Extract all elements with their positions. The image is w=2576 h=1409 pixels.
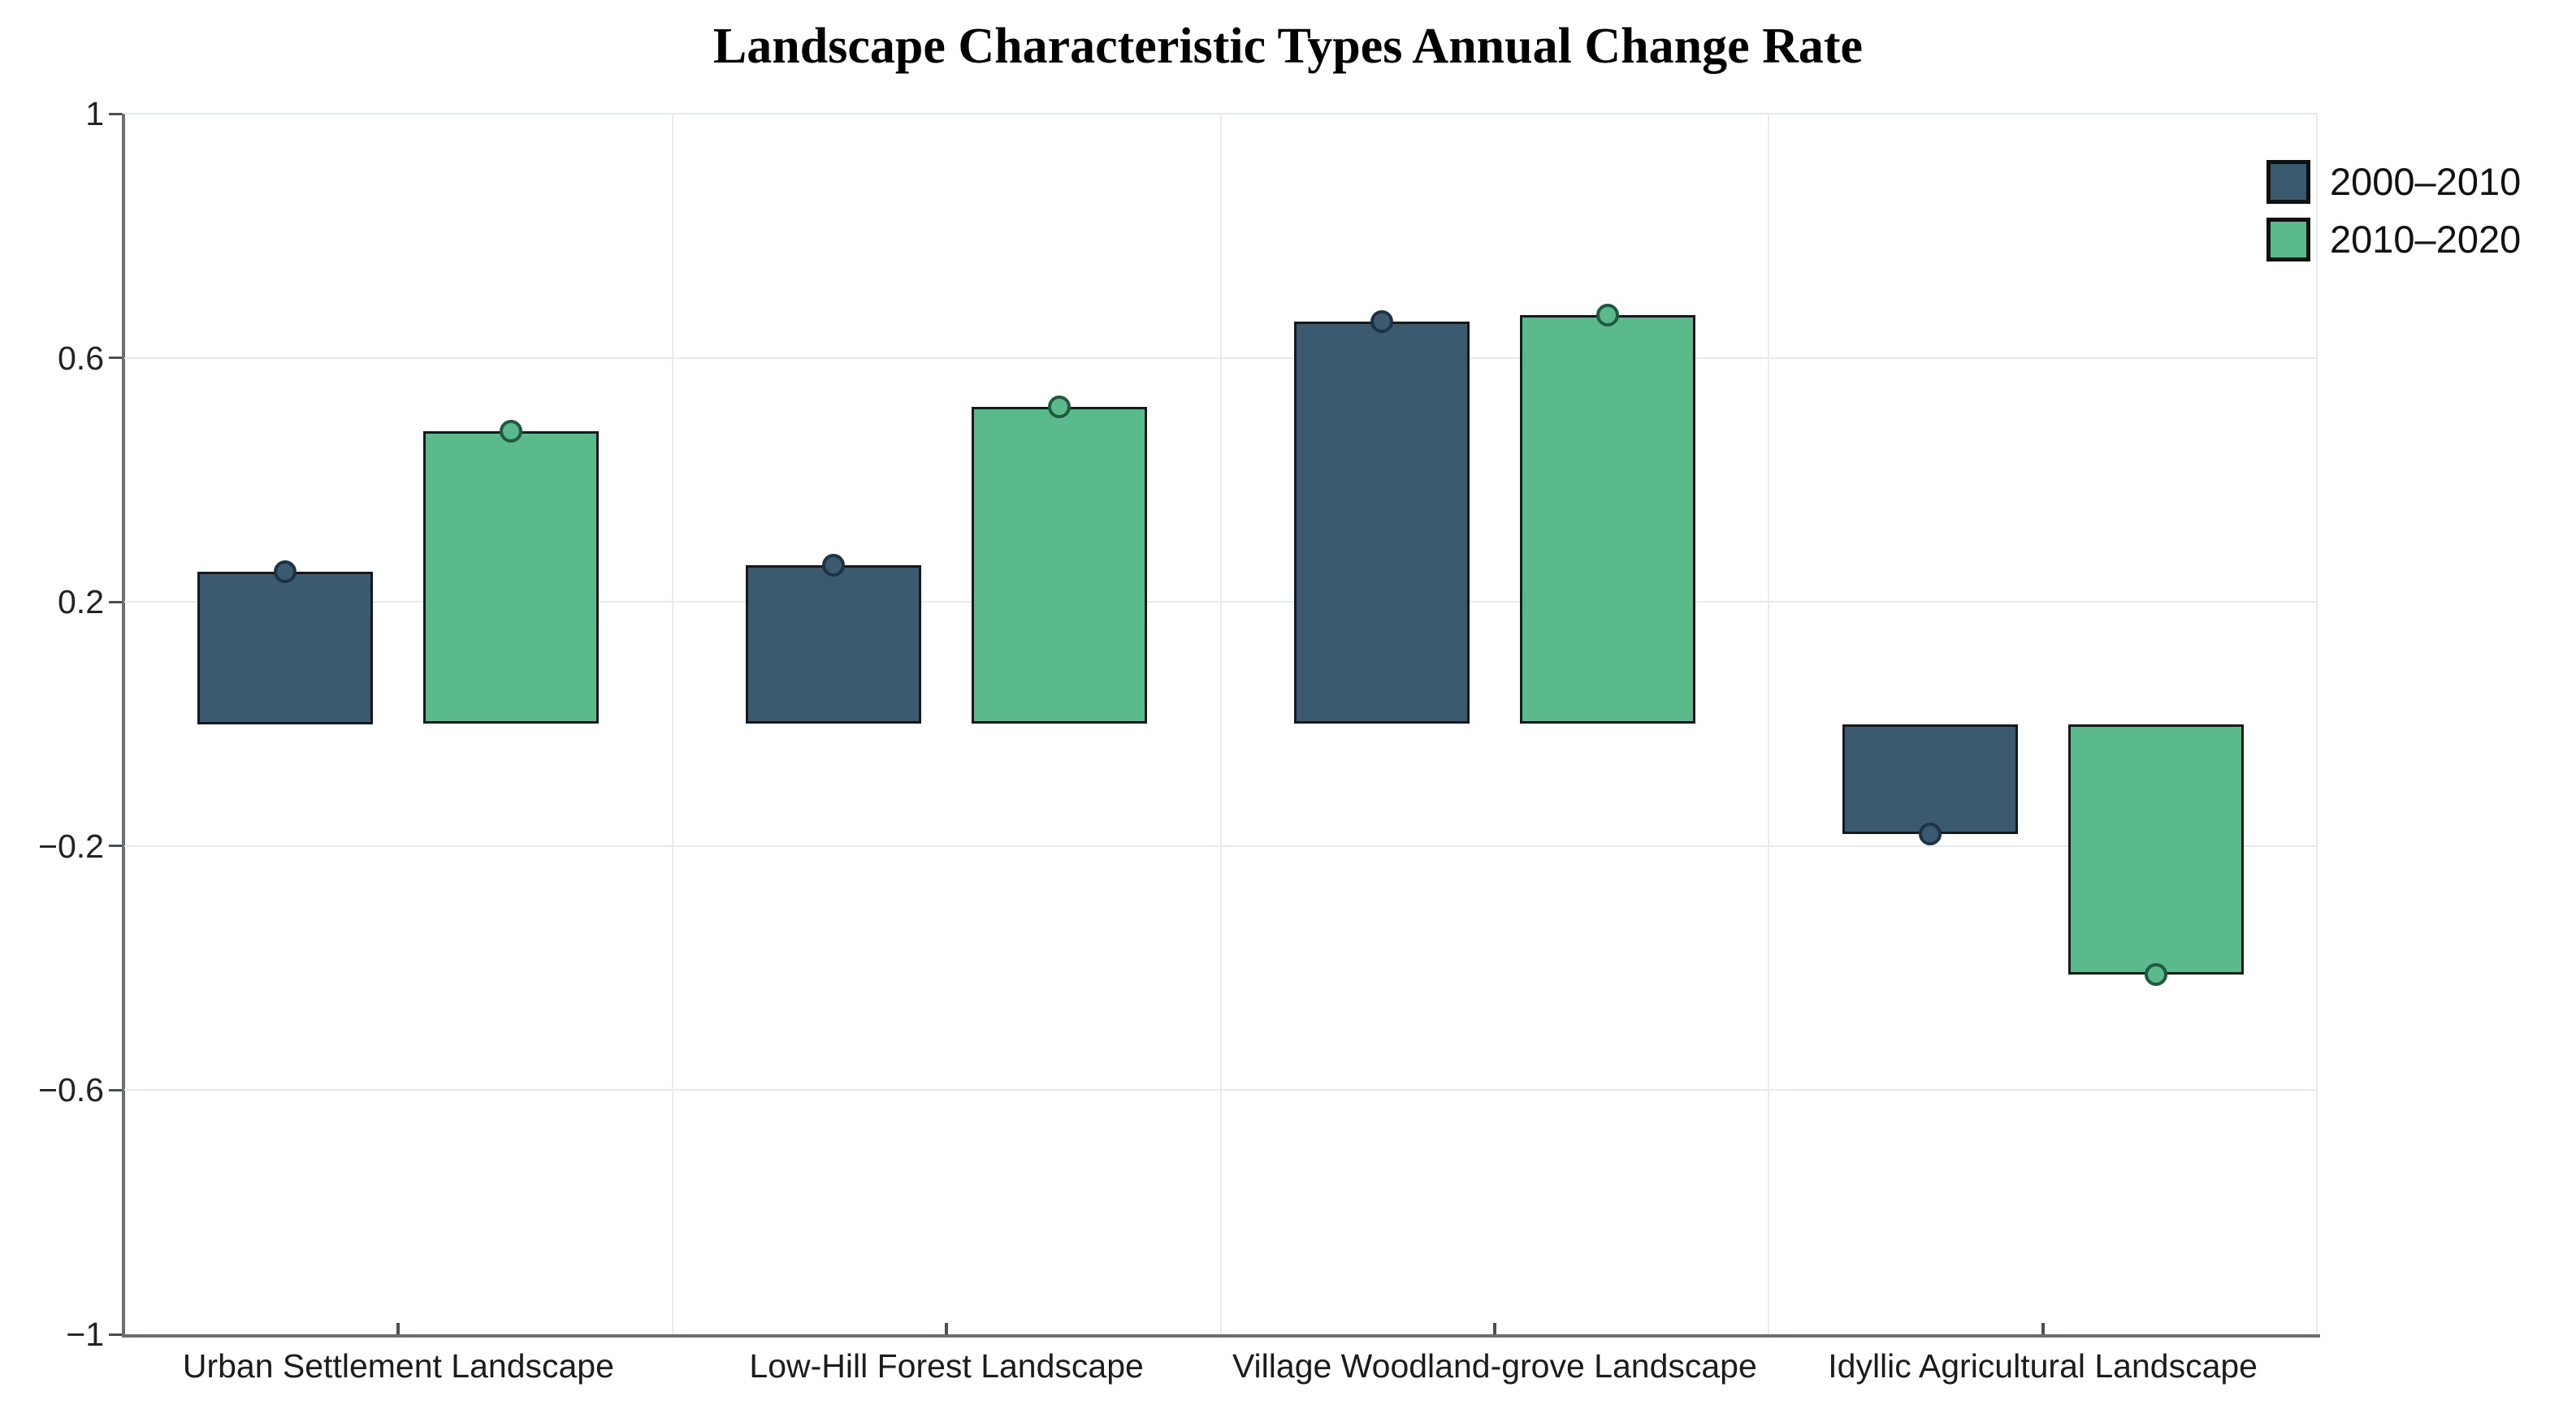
bar-marker bbox=[2144, 962, 2167, 986]
x-axis-label: Low-Hill Forest Landscape bbox=[749, 1347, 1144, 1385]
x-axis-tick bbox=[945, 1323, 949, 1334]
x-axis-tick bbox=[396, 1323, 400, 1334]
bar-2010-2020-cat0 bbox=[423, 430, 600, 724]
legend-item: 2000–2010 bbox=[2266, 159, 2521, 204]
x-axis-label: Village Woodland-grove Landscape bbox=[1232, 1347, 1757, 1385]
category-boundary-gridline bbox=[671, 114, 673, 1334]
bar-2000-2010-cat0 bbox=[197, 571, 374, 724]
y-axis-tick bbox=[109, 112, 122, 115]
bar-marker bbox=[500, 419, 523, 443]
y-axis-line bbox=[122, 114, 125, 1338]
legend-swatch-2010-2020 bbox=[2266, 217, 2310, 261]
x-axis-line bbox=[122, 1334, 2320, 1338]
bar-2000-2010-cat1 bbox=[746, 565, 922, 724]
bar-2000-2010-cat2 bbox=[1293, 321, 1470, 724]
y-axis-tick bbox=[109, 357, 122, 360]
bar-marker bbox=[822, 554, 846, 577]
bar-marker bbox=[1048, 395, 1072, 418]
chart-title: Landscape Characteristic Types Annual Ch… bbox=[712, 19, 1864, 74]
legend-label: 2010–2020 bbox=[2330, 218, 2522, 261]
bar-2010-2020-cat1 bbox=[972, 406, 1148, 724]
x-axis-label: Idyllic Agricultural Landscape bbox=[1828, 1347, 2258, 1385]
x-axis-tick bbox=[1492, 1323, 1496, 1334]
category-boundary-gridline bbox=[2316, 114, 2318, 1334]
x-axis-label: Urban Settlement Landscape bbox=[182, 1347, 614, 1385]
bar-marker bbox=[1918, 822, 1942, 845]
legend-label: 2000–2010 bbox=[2330, 160, 2522, 203]
y-axis-tick bbox=[109, 600, 122, 603]
plot-area: 1 0.6 0.2 −0.2 −0.6 −1 Urban Settlement Landsc… bbox=[38, 95, 2320, 1385]
bar-2010-2020-cat2 bbox=[1519, 314, 1695, 724]
y-axis-tick bbox=[109, 1333, 122, 1336]
y-axis-label: 0.2 bbox=[58, 583, 104, 621]
y-axis-label: 0.6 bbox=[58, 339, 104, 377]
category-boundary-gridline bbox=[1219, 114, 1222, 1334]
y-axis-label: 1 bbox=[85, 95, 104, 132]
x-axis-tick bbox=[2041, 1323, 2045, 1334]
bar-marker bbox=[274, 560, 297, 583]
y-axis-label: −0.2 bbox=[38, 827, 104, 865]
y-axis-label: −1 bbox=[66, 1316, 104, 1353]
y-axis-label: −0.6 bbox=[38, 1071, 104, 1109]
bar-2010-2020-cat3 bbox=[2067, 724, 2244, 975]
bar-marker bbox=[1370, 309, 1393, 333]
legend: 2000–2010 2010–2020 bbox=[2266, 159, 2521, 261]
bar-marker bbox=[1595, 303, 1619, 326]
legend-item: 2010–2020 bbox=[2266, 217, 2521, 261]
y-axis-tick bbox=[109, 1088, 122, 1091]
y-axis-tick bbox=[109, 845, 122, 848]
bar-2000-2010-cat3 bbox=[1842, 724, 2018, 834]
legend-swatch-2000-2010 bbox=[2266, 159, 2310, 204]
category-boundary-gridline bbox=[1768, 114, 1770, 1334]
